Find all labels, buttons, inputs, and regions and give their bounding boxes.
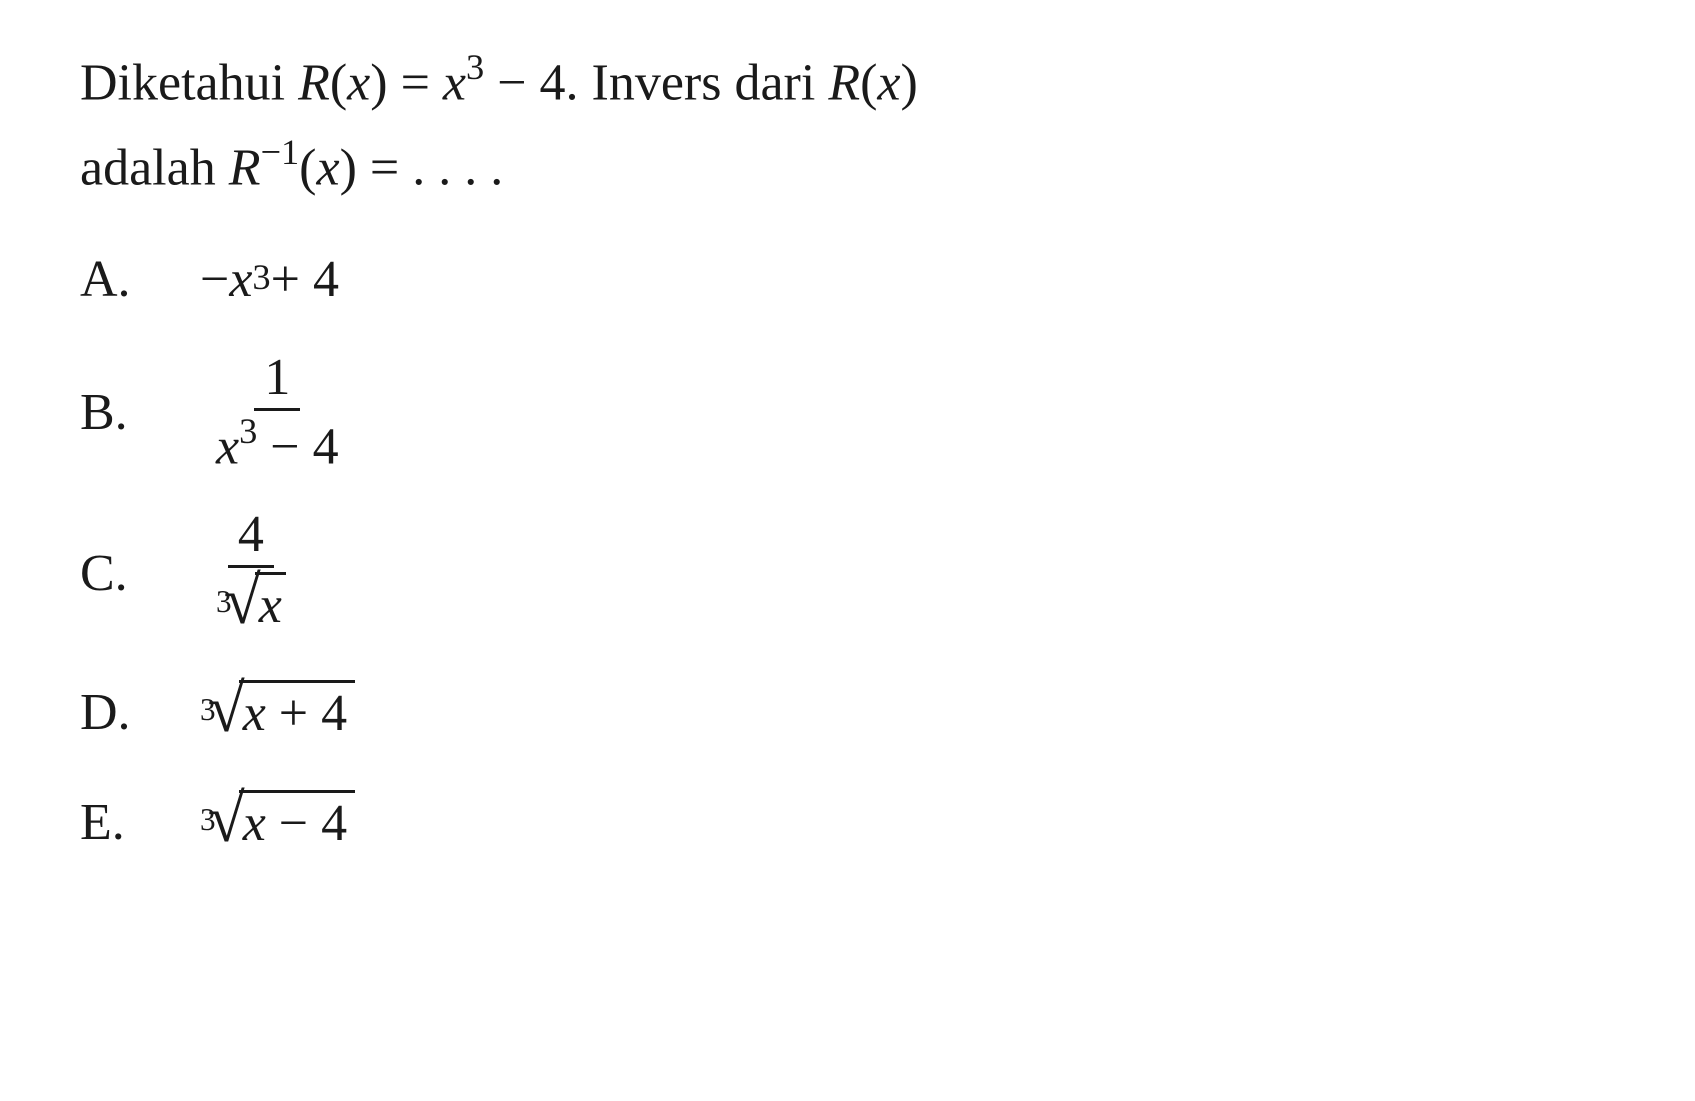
opt-e-root-index: 3 [200, 802, 216, 838]
opt-a-tail: + 4 [271, 250, 339, 309]
option-a-content: −x3 + 4 [200, 250, 339, 309]
opt-b-den-tail: − 4 [257, 419, 338, 476]
func-R-2: R [828, 54, 860, 111]
option-a: A. −x3 + 4 [80, 239, 1615, 319]
close-paren: ) [370, 54, 387, 111]
opt-e-root: 3 √ x − 4 [200, 788, 355, 855]
opt-d-radicand: x + 4 [239, 680, 355, 745]
option-c-content: 4 3 √ x [200, 506, 302, 642]
option-d-content: 3 √ x + 4 [200, 678, 355, 745]
open-paren: ( [330, 54, 347, 111]
opt-b-den-exp: 3 [239, 411, 257, 451]
options-list: A. −x3 + 4 B. 1 x3 − 4 C. 4 3 [80, 239, 1615, 862]
var-x: x [347, 54, 370, 111]
equals-dots: = . . . . [370, 139, 503, 196]
opt-a-exp: 3 [252, 256, 270, 298]
opt-a-x: x [229, 250, 252, 309]
opt-c-root: 3 √ x [216, 570, 286, 637]
opt-e-radical-wrapper: √ x − 4 [208, 788, 356, 855]
question-text: Diketahui R(x) = x3 − 4. Invers dari R(x… [80, 40, 1615, 209]
close-paren-3: ) [340, 139, 357, 196]
option-c: C. 4 3 √ x [80, 506, 1615, 642]
opt-c-root-index: 3 [216, 585, 232, 619]
opt-d-radical-wrapper: √ x + 4 [208, 678, 356, 745]
opt-c-den: 3 √ x [206, 568, 296, 642]
opt-b-den: x3 − 4 [206, 411, 349, 476]
opt-e-radicand: x − 4 [239, 790, 355, 855]
text-adalah: adalah [80, 139, 229, 196]
option-e-letter: E. [80, 793, 200, 852]
opt-a-prefix: − [200, 250, 229, 309]
option-d-letter: D. [80, 683, 200, 742]
option-e-content: 3 √ x − 4 [200, 788, 355, 855]
option-e: E. 3 √ x − 4 [80, 782, 1615, 862]
opt-c-num: 4 [228, 506, 274, 568]
opt-b-fraction: 1 x3 − 4 [206, 349, 349, 476]
opt-d-root: 3 √ x + 4 [200, 678, 355, 745]
opt-c-radical-wrapper: √ x [224, 570, 286, 637]
var-x-3: x [317, 139, 340, 196]
question-line-1: Diketahui R(x) = x3 − 4. Invers dari R(x… [80, 40, 1615, 125]
option-b-content: 1 x3 − 4 [200, 349, 355, 476]
func-R: R [298, 54, 330, 111]
opt-e-radicand-tail: − 4 [266, 795, 347, 852]
rhs-x: x [443, 54, 466, 111]
open-paren-2: ( [860, 54, 877, 111]
option-b: B. 1 x3 − 4 [80, 349, 1615, 476]
func-R-inv: R [229, 139, 261, 196]
opt-d-radicand-x: x [243, 685, 266, 742]
text-diketahui: Diketahui [80, 54, 298, 111]
option-b-letter: B. [80, 383, 200, 442]
equals: = [401, 54, 443, 111]
var-x-2: x [877, 54, 900, 111]
opt-d-radicand-tail: + 4 [266, 685, 347, 742]
question-line-2: adalah R−1(x) = . . . . [80, 125, 1615, 210]
rhs-tail: − 4. Invers dari [484, 54, 828, 111]
opt-c-fraction: 4 3 √ x [206, 506, 296, 642]
close-paren-2: ) [901, 54, 918, 111]
open-paren-3: ( [299, 139, 316, 196]
option-d: D. 3 √ x + 4 [80, 672, 1615, 752]
opt-d-root-index: 3 [200, 692, 216, 728]
opt-b-num: 1 [254, 349, 300, 411]
rhs-exp: 3 [466, 47, 484, 87]
option-c-letter: C. [80, 544, 200, 603]
opt-b-den-x: x [216, 419, 239, 476]
opt-e-radicand-x: x [243, 795, 266, 852]
option-a-letter: A. [80, 250, 200, 309]
inv-exp: −1 [260, 132, 299, 172]
